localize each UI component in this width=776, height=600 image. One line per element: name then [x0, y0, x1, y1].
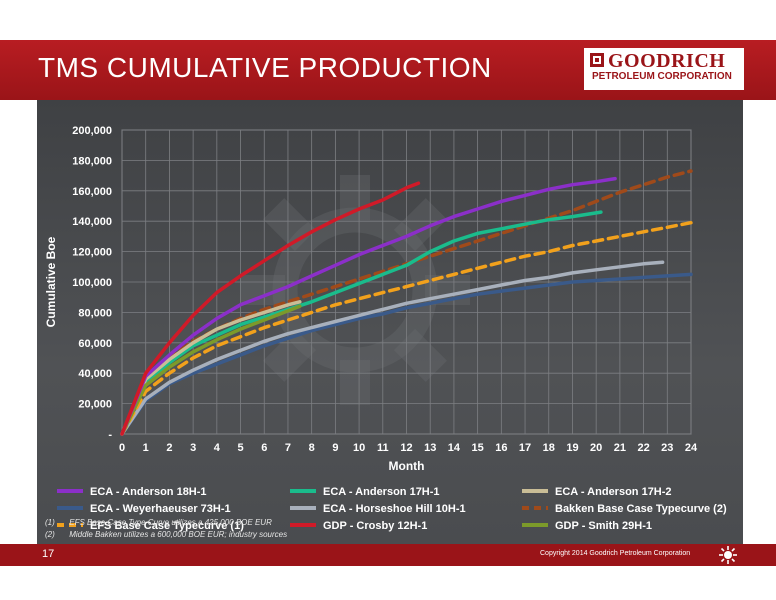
- page-title: TMS CUMULATIVE PRODUCTION: [38, 52, 492, 83]
- logo-subtitle: PETROLEUM CORPORATION: [592, 71, 732, 82]
- x-tick-label: 18: [543, 442, 555, 454]
- x-tick-label: 3: [190, 442, 196, 454]
- y-tick-label: 20,000: [78, 399, 112, 411]
- x-tick-label: 2: [166, 442, 172, 454]
- legend-label: ECA - Anderson 17H-2: [555, 486, 672, 498]
- y-tick-label: 200,000: [72, 125, 112, 137]
- y-tick-label: 140,000: [72, 216, 112, 228]
- footnote-number: (2): [45, 530, 55, 539]
- x-tick-label: 10: [353, 442, 365, 454]
- chart-panel: [37, 100, 743, 544]
- footnote: (2) Middle Bakken utilizes a 600,000 BOE…: [45, 529, 287, 541]
- copyright-text: Copyright 2014 Goodrich Petroleum Corpor…: [540, 550, 691, 557]
- logo-mark-icon: [590, 53, 604, 67]
- logo-name: GOODRICH: [608, 50, 726, 72]
- x-tick-label: 4: [214, 442, 221, 454]
- x-tick-label: 13: [424, 442, 436, 454]
- x-tick-label: 7: [285, 442, 291, 454]
- x-tick-label: 22: [637, 442, 649, 454]
- footnote-number: (1): [45, 518, 55, 527]
- footer-bar: [0, 544, 776, 566]
- y-tick-label: 120,000: [72, 247, 112, 259]
- series-line: [120, 220, 693, 436]
- legend-label: ECA - Anderson 17H-1: [323, 486, 440, 498]
- series-line: [120, 181, 421, 436]
- x-tick-label: 17: [519, 442, 531, 454]
- legend-label: GDP - Crosby 12H-1: [323, 520, 427, 532]
- footnote: (1) EFS Base Case Type Curve utilizes a …: [45, 517, 287, 529]
- sun-logo-icon: [719, 546, 737, 564]
- x-tick-label: 16: [495, 442, 507, 454]
- x-tick-label: 0: [119, 442, 125, 454]
- legend-label: GDP - Smith 29H-1: [555, 520, 652, 532]
- series-line: [120, 176, 617, 436]
- x-axis-title: Month: [389, 459, 425, 473]
- x-tick-label: 21: [614, 442, 626, 454]
- footnote-text: Middle Bakken utilizes a 600,000 BOE EUR…: [69, 530, 288, 539]
- series-line: [120, 260, 665, 436]
- page-number: 17: [42, 548, 55, 560]
- x-tick-label: 6: [261, 442, 267, 454]
- series-line: [120, 272, 693, 436]
- x-tick-label: 20: [590, 442, 602, 454]
- footnote-text: EFS Base Case Type Curve utilizes a 425,…: [69, 518, 272, 527]
- x-tick-label: 8: [309, 442, 315, 454]
- legend-label: ECA - Weyerhaeuser 73H-1: [90, 503, 231, 515]
- footnotes: (1) EFS Base Case Type Curve utilizes a …: [45, 517, 287, 541]
- x-tick-label: 5: [237, 442, 243, 454]
- x-tick-label: 19: [566, 442, 578, 454]
- legend-label: ECA - Horseshoe Hill 10H-1: [323, 503, 466, 515]
- x-tick-label: 24: [685, 442, 698, 454]
- x-tick-label: 15: [472, 442, 484, 454]
- y-tick-label: 60,000: [78, 338, 112, 350]
- y-tick-label: 100,000: [72, 277, 112, 289]
- x-tick-label: 12: [400, 442, 412, 454]
- x-tick-label: 23: [661, 442, 673, 454]
- top-white-band: [0, 0, 776, 40]
- y-tick-label: 40,000: [78, 368, 112, 380]
- legend-label: EFS Base Case Typecurve (1): [90, 520, 244, 532]
- y-axis-title: Cumulative Boe: [44, 236, 58, 327]
- x-tick-label: 11: [377, 442, 389, 454]
- x-tick-label: 1: [143, 442, 149, 454]
- y-tick-label: 180,000: [72, 155, 112, 167]
- x-tick-label: 14: [448, 442, 461, 454]
- series-line: [120, 210, 603, 436]
- company-logo: [584, 48, 744, 90]
- legend-label: Bakken Base Case Typecurve (2): [555, 503, 727, 515]
- x-tick-label: 9: [332, 442, 338, 454]
- y-tick-label: 160,000: [72, 186, 112, 198]
- y-tick-label: -: [108, 429, 112, 441]
- y-tick-label: 80,000: [78, 307, 112, 319]
- legend-label: ECA - Anderson 18H-1: [90, 486, 207, 498]
- series-line: [120, 304, 302, 436]
- series-line: [120, 300, 302, 436]
